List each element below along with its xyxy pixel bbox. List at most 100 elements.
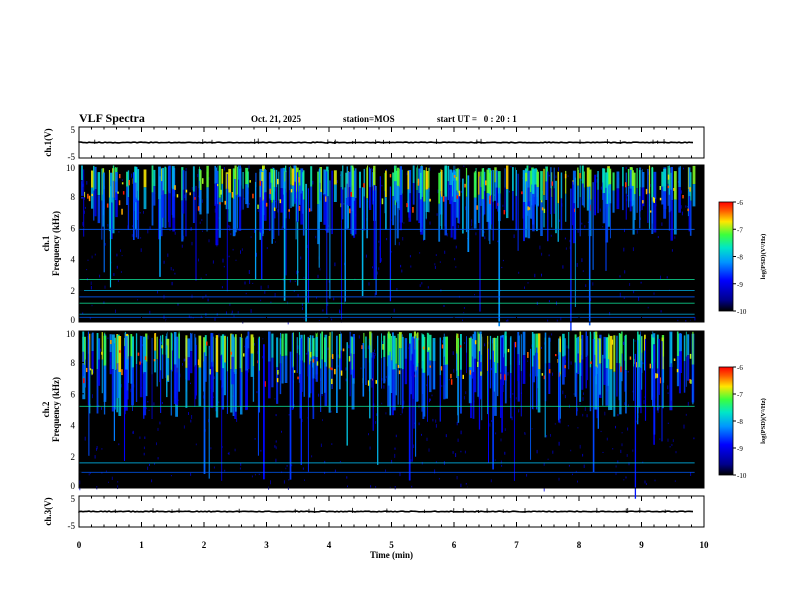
ch2-spec-noise-346 bbox=[154, 463, 155, 465]
ch1-spec-hotspot-58 bbox=[83, 191, 86, 198]
ch2-spec-hotspot-25 bbox=[629, 356, 632, 360]
ch2-spec-hotspot-10 bbox=[161, 345, 163, 349]
ch2-spec-streak-199 bbox=[618, 333, 621, 364]
ch1-spec-streak-tail-47 bbox=[478, 194, 480, 223]
ch1-spec-hotspot-37 bbox=[269, 188, 271, 195]
ch1-spec-noise-375 bbox=[501, 266, 503, 269]
ch1-spec-streak-229 bbox=[399, 166, 402, 195]
ch2-spec-streak-tail-74 bbox=[328, 368, 331, 413]
ch1-spec-streak-tail-80 bbox=[455, 190, 459, 218]
ch2-spec-streak-tail-200 bbox=[130, 356, 133, 384]
ch1-spec-noise-183 bbox=[484, 236, 486, 240]
ch2-spec-noise-115 bbox=[685, 413, 687, 416]
ch3-wave-ytick-label-0: 5 bbox=[71, 494, 76, 504]
ch1-spec-streak-167 bbox=[588, 169, 592, 200]
ch2-spec-noise-288 bbox=[550, 434, 551, 437]
ch1-spec-streak-48 bbox=[354, 168, 357, 198]
ch2-spec-streak-22 bbox=[161, 334, 164, 355]
ch1-spec-streak-tail-53 bbox=[490, 196, 492, 230]
ch1-spec-hotspot-64 bbox=[540, 200, 543, 203]
ch2-spec-streak-tail-71 bbox=[226, 371, 228, 414]
ch1-spec-noise-304 bbox=[437, 189, 439, 194]
ch1-spec-streak-165 bbox=[688, 167, 691, 197]
ch2-spec-streak-tail-212 bbox=[103, 365, 107, 402]
ch1-spec-streak-tail-236 bbox=[172, 189, 175, 218]
ch1-spec-hotspot-55 bbox=[298, 205, 301, 211]
ch1-spec-noise-180 bbox=[569, 239, 571, 243]
ch2-spec-hotspot-27 bbox=[276, 378, 279, 383]
ch2-spec-streak-tail-21 bbox=[321, 359, 323, 394]
ch1-spec-noise-247 bbox=[229, 303, 231, 306]
ch1-spec-streak-tail-209 bbox=[423, 201, 426, 240]
ch2-spec-noise-271 bbox=[435, 461, 437, 463]
ch2-spec-streak-197 bbox=[625, 334, 627, 371]
ch1-spec-streak-219 bbox=[629, 169, 632, 189]
ch2-spec-streak-tail-166 bbox=[111, 369, 115, 412]
ch2-spec-noise-324 bbox=[628, 462, 630, 466]
ch1-spec-hotspot-16 bbox=[579, 173, 581, 179]
ch2-spec-streak-159 bbox=[204, 335, 207, 357]
ch1-spec-noise-167 bbox=[235, 259, 237, 261]
ch1-spec-noise-1 bbox=[199, 221, 201, 224]
ch2-spec-streak-255 bbox=[91, 332, 94, 351]
ch1-spec-streak-8 bbox=[692, 165, 696, 185]
ch1-spec-noise-111 bbox=[339, 310, 341, 313]
ch2-spec-streak-tail-88 bbox=[537, 369, 541, 413]
ch2-spec-streak-135 bbox=[258, 336, 260, 371]
ch2-spec-noise-103 bbox=[195, 443, 197, 446]
ch1-spec-streak-53 bbox=[490, 169, 492, 197]
ch2-spec-streak-88 bbox=[537, 333, 541, 369]
ch2-spec-hotspot-88 bbox=[312, 358, 315, 363]
ch2-spec-hotspot-64 bbox=[334, 368, 336, 375]
ch1-spec-streak-tail-95 bbox=[577, 185, 579, 208]
ch1-spec-noise-226 bbox=[685, 205, 687, 208]
ch2-spec-hotspot-22 bbox=[514, 341, 517, 348]
ch1-spec-streak-tail-13 bbox=[295, 198, 297, 240]
ch1-spec-noise-257 bbox=[461, 190, 463, 193]
ch1-spec-streak-34 bbox=[333, 170, 337, 185]
ch2-spec-streak-tail-113 bbox=[574, 362, 577, 397]
ch2-spec-streak-tail-221 bbox=[309, 361, 312, 394]
ch1-wave-ylabel: ch.1(V) bbox=[43, 128, 53, 156]
xaxis-tick-label-4: 4 bbox=[327, 540, 332, 550]
ch2-spec-noise-5 bbox=[374, 352, 375, 354]
ch2-spec-streak-tail-143 bbox=[173, 364, 177, 404]
ch2-spec-noise-339 bbox=[558, 441, 560, 446]
ch1-spec-hotspot-4 bbox=[551, 181, 553, 186]
ch1-spec-noise-114 bbox=[567, 175, 569, 177]
ch2-spec-noise-206 bbox=[330, 410, 332, 413]
ch1-spec-hotspot-32 bbox=[176, 194, 179, 198]
ch1-spec-noise-254 bbox=[677, 319, 679, 322]
ch1-spec-noise-7 bbox=[627, 195, 628, 197]
ch2-spec-noise-160 bbox=[149, 463, 150, 466]
ch2-spec-streak-tail-89 bbox=[156, 359, 158, 387]
ch1-spec-streak-121 bbox=[199, 170, 202, 191]
ch2-spec-streak-153 bbox=[349, 331, 351, 361]
ch2-spec-hotspot-33 bbox=[329, 367, 332, 370]
ch2-spec-streak-69 bbox=[363, 332, 365, 349]
ch1-spec-noise-35 bbox=[683, 167, 684, 170]
ch1-spec-ytick-label-2: 4 bbox=[71, 255, 76, 265]
ch1-spec-hotspot-56 bbox=[625, 182, 627, 188]
ch2-spec-noise-30 bbox=[460, 430, 462, 435]
ch1-spec-colorbar bbox=[718, 201, 734, 312]
ch2-spec-streak-tail-124 bbox=[131, 367, 134, 406]
ch1-spec-streak-tail-187 bbox=[495, 187, 498, 209]
ch1-spec-noise-359 bbox=[435, 254, 437, 256]
ch2-spec-noise-152 bbox=[322, 419, 323, 422]
ch1-spec-noise-77 bbox=[223, 167, 225, 171]
ch2-spec-noise-140 bbox=[96, 448, 97, 451]
ch1-spec-streak-tail-37 bbox=[101, 200, 103, 240]
ch2-spec-noise-265 bbox=[143, 446, 145, 450]
ch1-spec-streak-194 bbox=[323, 169, 326, 195]
ch1-spec-noise-174 bbox=[541, 273, 542, 277]
ch2-spec-noise-143 bbox=[227, 453, 229, 455]
ch2-spec-streak-tail-197 bbox=[625, 370, 627, 414]
ch1-spec-streak-tail-171 bbox=[342, 189, 344, 220]
ch1-spec-hotspot-25 bbox=[642, 200, 644, 204]
ch1-spec-noise-319 bbox=[419, 252, 421, 254]
ch2-spec-streak-219 bbox=[151, 337, 153, 375]
ch2-spec-streak-tail-164 bbox=[139, 363, 143, 398]
ch1-spec-hotspot-89 bbox=[541, 207, 544, 211]
ch1-spec-noise-97 bbox=[214, 208, 216, 213]
